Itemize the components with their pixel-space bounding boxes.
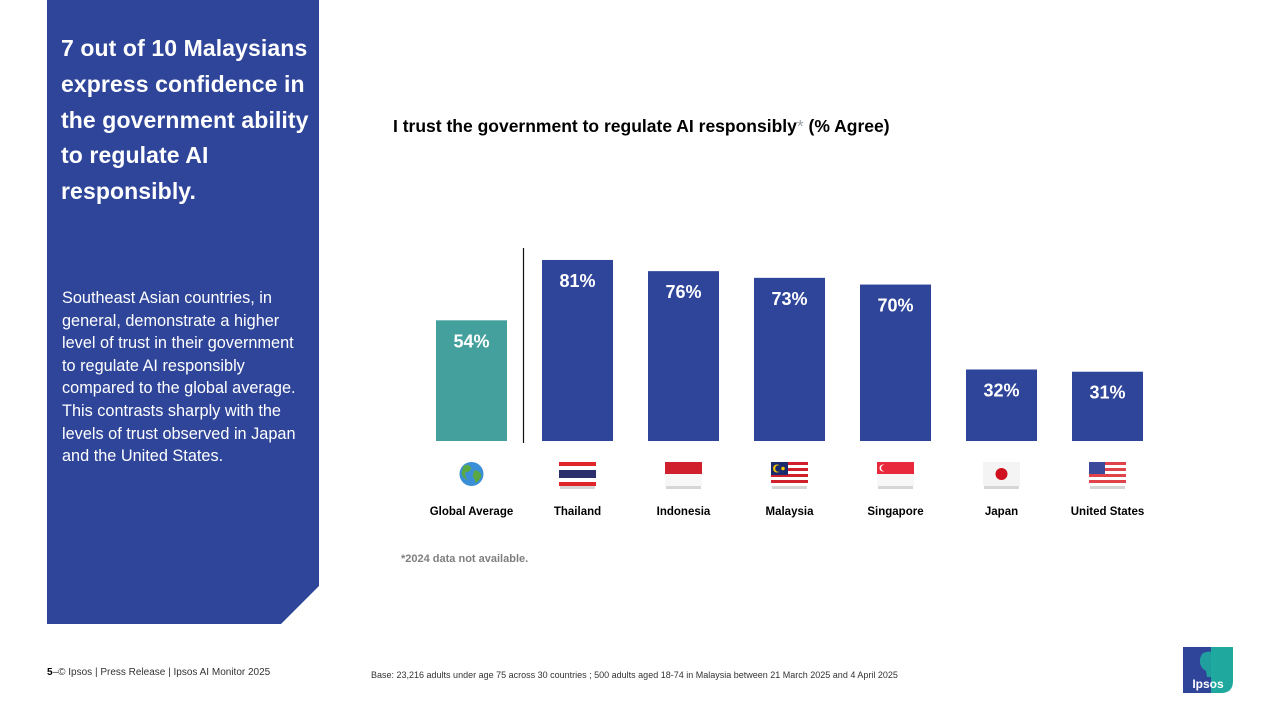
footnote: *2024 data not available. <box>401 553 529 565</box>
category-label: Singapore <box>867 506 923 518</box>
ipsos-logo: Ipsos <box>1183 647 1233 693</box>
united-states-flag-icon <box>1089 462 1126 489</box>
data-label: 76% <box>665 282 701 302</box>
data-label: 31% <box>1089 383 1125 403</box>
footer-base-note: Base: 23,216 adults under age 75 across … <box>371 670 898 680</box>
thailand-flag-icon <box>559 462 596 489</box>
logo-head-silhouette <box>1199 651 1218 677</box>
category-label: Indonesia <box>657 506 711 518</box>
side-panel: 7 out of 10 Malaysians express confidenc… <box>47 0 319 624</box>
data-label: 54% <box>453 331 489 351</box>
data-label: 73% <box>771 289 807 309</box>
data-label: 81% <box>559 271 595 291</box>
bar-indonesia <box>648 271 719 441</box>
singapore-flag-icon <box>877 462 914 489</box>
bar-global-average <box>436 320 507 441</box>
logo-text: Ipsos <box>1192 677 1224 691</box>
chart-title: I trust the government to regulate AI re… <box>393 116 890 137</box>
data-label: 32% <box>983 380 1019 400</box>
data-label: 70% <box>877 296 913 316</box>
bar-thailand <box>542 259 613 441</box>
chart-title-suffix: (% Agree) <box>803 116 890 136</box>
malaysia-flag-icon <box>771 462 808 489</box>
side-headline: 7 out of 10 Malaysians express confidenc… <box>61 35 309 205</box>
indonesia-flag-icon <box>665 462 702 489</box>
side-body-text: Southeast Asian countries, in general, d… <box>62 289 296 466</box>
category-label: Global Average <box>430 506 514 518</box>
japan-flag-icon <box>983 462 1020 489</box>
chart-title-text: I trust the government to regulate AI re… <box>393 116 797 136</box>
category-label: United States <box>1071 506 1145 518</box>
bar-malaysia <box>754 277 825 441</box>
footer-credit: 5–© Ipsos | Press Release | Ipsos AI Mon… <box>47 667 270 678</box>
footer-text: –© Ipsos | Press Release | Ipsos AI Moni… <box>52 667 271 678</box>
page-number: 5 <box>47 667 53 678</box>
bar-japan <box>966 369 1037 441</box>
bar-singapore <box>860 284 931 441</box>
chart-title-asterisk: * <box>796 116 804 136</box>
category-label: Thailand <box>554 506 601 518</box>
bar-united-states <box>1072 371 1143 441</box>
globe-icon <box>459 462 484 486</box>
category-label: Malaysia <box>766 506 815 518</box>
category-label: Japan <box>985 506 1018 518</box>
